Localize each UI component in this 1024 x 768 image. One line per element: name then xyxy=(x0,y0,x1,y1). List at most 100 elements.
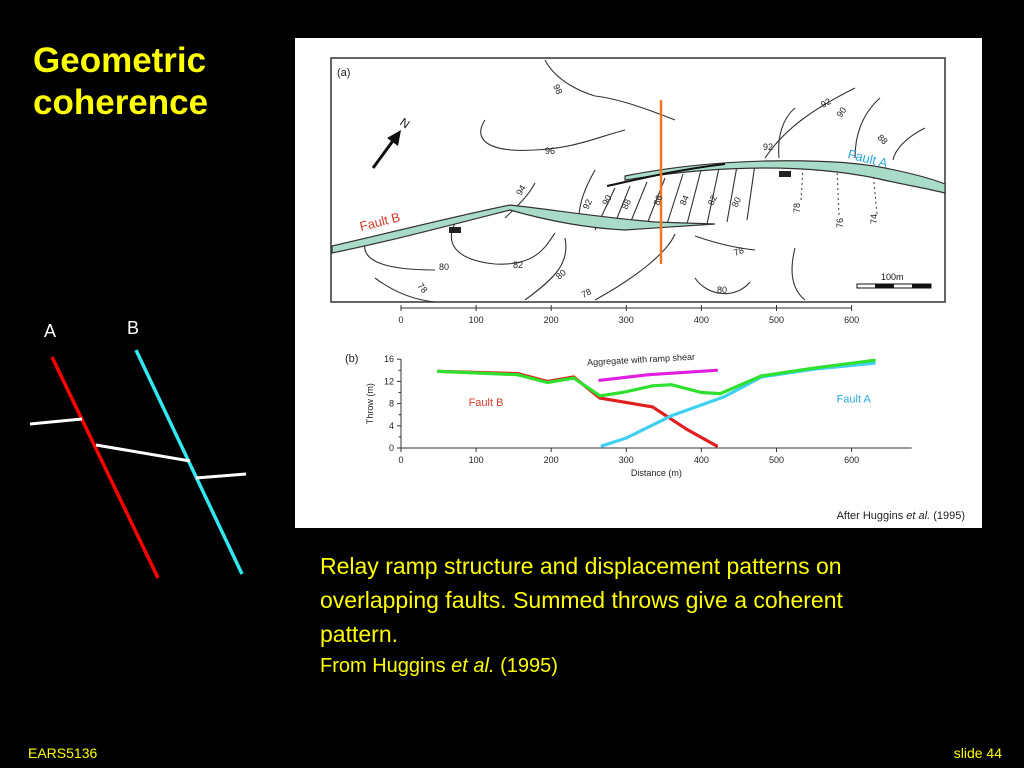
fault-line-a xyxy=(50,356,160,579)
series-sum-point xyxy=(515,373,520,377)
caption-main: Relay ramp structure and displacement pa… xyxy=(320,553,843,647)
series-aggregate-point xyxy=(647,373,651,377)
label-b: B xyxy=(127,318,139,338)
contour-label: 82 xyxy=(513,260,523,270)
series-sum-point xyxy=(545,380,550,385)
contour-label: 90 xyxy=(600,193,614,207)
series-fault_b-point xyxy=(650,405,655,409)
x-tick-label: 0 xyxy=(398,455,403,465)
course-code: EARS5136 xyxy=(28,745,98,761)
caption-source: From Huggins et al. (1995) xyxy=(320,651,880,681)
hachure-9 xyxy=(746,163,756,221)
contour-label: 78 xyxy=(415,281,429,295)
hachure-5 xyxy=(666,173,684,225)
contour-label: 84 xyxy=(678,194,691,207)
map-panel: (a) xyxy=(330,57,946,303)
series-fault_a-point xyxy=(624,436,628,440)
marker-right-segment xyxy=(195,472,247,480)
figure-panel: (a) xyxy=(295,38,982,528)
contour-94 xyxy=(504,182,536,219)
contour-label: 98 xyxy=(551,83,564,96)
well-marker-west xyxy=(449,227,461,233)
y-tick-label: 4 xyxy=(389,421,394,431)
x-tick-label: 100 xyxy=(469,455,484,465)
title-line-1: Geometric xyxy=(33,41,207,80)
contour-label: 96 xyxy=(545,146,555,156)
marker-left-segment xyxy=(29,417,83,426)
credit-suffix: (1995) xyxy=(930,510,965,522)
map-x-axis: 0 100 200 300 400 500 600 xyxy=(398,305,859,325)
contour-label: 92 xyxy=(763,142,773,152)
caption-source-prefix: From Huggins xyxy=(320,655,452,677)
label-a: A xyxy=(44,321,56,341)
contour-label: 80 xyxy=(439,262,449,272)
fault-a-annotation: Fault A xyxy=(837,393,872,405)
contour-92-top xyxy=(764,87,856,159)
y-tick-label: 0 xyxy=(389,443,394,453)
caption: Relay ramp structure and displacement pa… xyxy=(320,549,880,681)
north-arrow xyxy=(371,130,401,169)
x-tick-label: 400 xyxy=(694,455,709,465)
contour-80-south xyxy=(524,237,567,301)
x-tick-label: 500 xyxy=(769,455,784,465)
panel-b-label: (b) xyxy=(345,353,358,365)
y-tick-label: 8 xyxy=(389,399,394,409)
series-sum-point xyxy=(718,392,722,396)
contour-label: 74 xyxy=(869,214,879,224)
contour-label: 78 xyxy=(580,287,593,300)
dashed-contour-78 xyxy=(800,167,804,201)
contour-98 xyxy=(544,59,676,121)
series-sum-point xyxy=(759,374,764,378)
series-sum-point xyxy=(699,390,703,395)
contour-label: 80 xyxy=(717,285,727,295)
marker-middle-segment xyxy=(95,443,191,463)
contour-78-east-south xyxy=(791,247,806,301)
map-x-tick-label: 200 xyxy=(544,315,559,325)
credit-prefix: After Huggins xyxy=(837,510,907,522)
dashed-contours xyxy=(800,167,878,217)
hachure-3 xyxy=(628,181,648,227)
x-tick-label: 600 xyxy=(844,455,859,465)
contour-label: 86 xyxy=(651,194,664,207)
series-fault_a-point xyxy=(872,361,876,365)
series-aggregate-point xyxy=(714,368,719,372)
contour-label: 78 xyxy=(732,245,745,258)
contour-80-southwest xyxy=(364,242,436,271)
figure-svg: (a) xyxy=(330,57,965,522)
scale-label: 100m xyxy=(881,272,904,282)
map-x-tick-label: 300 xyxy=(619,315,634,325)
slide-title: Geometric coherence xyxy=(33,40,208,124)
fault-b-zone xyxy=(331,204,716,254)
splay-fault xyxy=(606,163,726,187)
fault-offset-diagram: A B xyxy=(29,318,247,579)
figure-credit: After Huggins et al. (1995) xyxy=(837,510,965,522)
series-fault_b-point xyxy=(684,427,688,431)
x-axis-label: Distance (m) xyxy=(631,468,682,478)
credit-etal: et al. xyxy=(906,510,930,522)
y-tick-label: 16 xyxy=(384,354,394,364)
contour-78-south xyxy=(594,233,676,301)
contour-78-southwest xyxy=(374,277,436,303)
x-tick-label: 200 xyxy=(544,455,559,465)
contour-label: 94 xyxy=(514,183,528,197)
contour-96 xyxy=(480,119,626,151)
contour-label: 80 xyxy=(554,267,568,281)
contour-label: 92 xyxy=(819,96,833,110)
fault-a-zone xyxy=(624,160,946,194)
map-x-tick-label: 100 xyxy=(469,315,484,325)
series-sum-point xyxy=(620,390,625,395)
panel-a-label: (a) xyxy=(337,67,350,79)
dashed-contour-76 xyxy=(836,167,840,217)
contour-label: 80 xyxy=(730,196,743,209)
dashed-contour-74 xyxy=(872,171,878,215)
contour-label: 82 xyxy=(706,194,719,207)
well-marker-east xyxy=(779,171,791,177)
series-aggregate-point xyxy=(598,378,602,382)
series-sum-point xyxy=(812,366,816,370)
series-sum-point xyxy=(598,394,602,398)
contour-label: 76 xyxy=(835,218,845,228)
contour-label: 90 xyxy=(834,105,848,119)
contour-label: 92 xyxy=(581,198,594,211)
series-sum-point xyxy=(872,358,876,362)
hachure-7 xyxy=(706,167,720,225)
